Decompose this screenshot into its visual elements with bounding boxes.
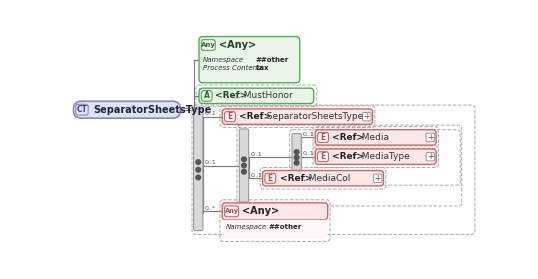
- Text: +: +: [364, 112, 370, 121]
- Text: E: E: [228, 112, 232, 121]
- Text: E: E: [268, 174, 273, 183]
- Text: Process Contents: Process Contents: [203, 65, 264, 71]
- Text: <Ref>: <Ref>: [332, 152, 365, 161]
- Text: A: A: [204, 91, 210, 100]
- Circle shape: [294, 155, 299, 160]
- Circle shape: [242, 169, 246, 174]
- Text: <Ref>: <Ref>: [239, 112, 272, 121]
- Text: 0..1: 0..1: [250, 152, 262, 157]
- FancyBboxPatch shape: [224, 206, 238, 217]
- Text: E: E: [320, 152, 325, 161]
- Text: ##other: ##other: [256, 57, 289, 63]
- Text: Lax: Lax: [256, 65, 269, 71]
- Text: =: =: [184, 105, 192, 115]
- Text: <Ref>: <Ref>: [332, 133, 365, 142]
- FancyBboxPatch shape: [263, 170, 384, 186]
- Text: 0..1: 0..1: [204, 111, 216, 116]
- FancyBboxPatch shape: [199, 37, 300, 83]
- Circle shape: [196, 167, 201, 172]
- FancyBboxPatch shape: [199, 88, 314, 104]
- Text: Namespace: Namespace: [203, 57, 244, 63]
- Text: : MediaType: : MediaType: [356, 152, 409, 161]
- Text: +: +: [374, 174, 381, 183]
- FancyBboxPatch shape: [239, 129, 249, 202]
- Circle shape: [242, 163, 246, 168]
- FancyBboxPatch shape: [222, 203, 328, 220]
- FancyBboxPatch shape: [317, 152, 328, 162]
- FancyBboxPatch shape: [201, 90, 212, 101]
- FancyBboxPatch shape: [373, 174, 382, 182]
- Text: Any: Any: [201, 42, 216, 48]
- Text: 0..1: 0..1: [250, 173, 262, 178]
- FancyBboxPatch shape: [265, 173, 275, 183]
- Text: <Any>: <Any>: [219, 40, 256, 50]
- Text: <Any>: <Any>: [243, 206, 280, 216]
- FancyBboxPatch shape: [426, 152, 435, 161]
- FancyBboxPatch shape: [292, 134, 301, 181]
- FancyBboxPatch shape: [363, 112, 371, 121]
- FancyBboxPatch shape: [317, 133, 328, 143]
- FancyBboxPatch shape: [194, 109, 203, 231]
- Text: : SeparatorSheetsType: : SeparatorSheetsType: [261, 112, 363, 121]
- Text: : MustHonor: : MustHonor: [238, 91, 293, 100]
- Circle shape: [242, 157, 246, 162]
- Circle shape: [294, 160, 299, 165]
- Text: <Ref>: <Ref>: [215, 91, 247, 100]
- Circle shape: [294, 150, 299, 154]
- FancyBboxPatch shape: [315, 149, 436, 164]
- Circle shape: [196, 175, 201, 180]
- FancyBboxPatch shape: [224, 112, 236, 122]
- Text: +: +: [427, 133, 434, 142]
- Text: 0..*: 0..*: [204, 206, 215, 211]
- FancyBboxPatch shape: [315, 130, 436, 145]
- Text: : MediaCol: : MediaCol: [303, 174, 350, 183]
- Text: E: E: [320, 133, 325, 142]
- Text: 0..1: 0..1: [303, 151, 315, 156]
- Text: ##other: ##other: [269, 224, 302, 230]
- Text: Namespace: Namespace: [226, 224, 267, 230]
- FancyBboxPatch shape: [201, 40, 215, 50]
- FancyBboxPatch shape: [222, 109, 373, 124]
- FancyBboxPatch shape: [222, 220, 328, 238]
- Circle shape: [196, 160, 201, 164]
- Text: SeparatorSheetsType: SeparatorSheetsType: [94, 105, 212, 115]
- Text: Any: Any: [224, 208, 239, 214]
- Text: <Ref>: <Ref>: [280, 174, 312, 183]
- Text: 0..1: 0..1: [204, 160, 216, 165]
- Text: : Media: : Media: [356, 133, 388, 142]
- FancyBboxPatch shape: [426, 133, 435, 142]
- Text: CT: CT: [76, 105, 88, 114]
- FancyBboxPatch shape: [76, 104, 88, 115]
- Text: +: +: [427, 152, 434, 161]
- FancyBboxPatch shape: [74, 101, 180, 118]
- Text: 0..1: 0..1: [303, 132, 315, 137]
